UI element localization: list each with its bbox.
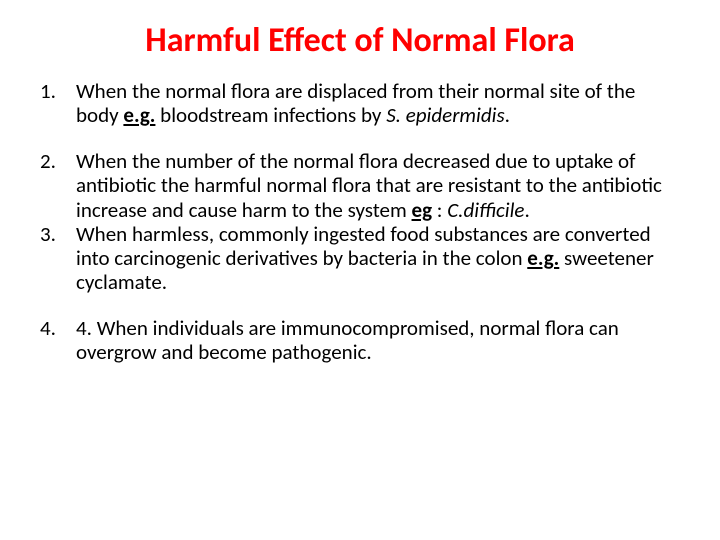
list-item: When harmless, commonly ingested food su… [40, 222, 680, 294]
list-text: 4. When individuals are immunocompromise… [76, 315, 619, 365]
list-text: : [432, 197, 447, 223]
list-item: When the normal flora are displaced from… [40, 79, 680, 127]
eg-label: e.g. [527, 245, 559, 271]
list-text: . [505, 102, 510, 128]
list-item: When the number of the normal flora decr… [40, 149, 680, 221]
eg-label: eg [412, 197, 433, 223]
numbered-list: When the normal flora are displaced from… [40, 79, 680, 364]
list-text: . [524, 197, 529, 223]
list-text: When the number of the normal flora decr… [76, 148, 662, 222]
organism-name: S. epidermidis [386, 102, 504, 128]
organism-name: C.difficile [447, 197, 524, 223]
list-text: bloodstream infections by [155, 102, 386, 128]
list-item: 4. When individuals are immunocompromise… [40, 316, 680, 364]
eg-label: e.g. [123, 102, 155, 128]
page-title: Harmful Effect of Normal Flora [40, 20, 680, 61]
slide: Harmful Effect of Normal Flora When the … [0, 0, 720, 540]
